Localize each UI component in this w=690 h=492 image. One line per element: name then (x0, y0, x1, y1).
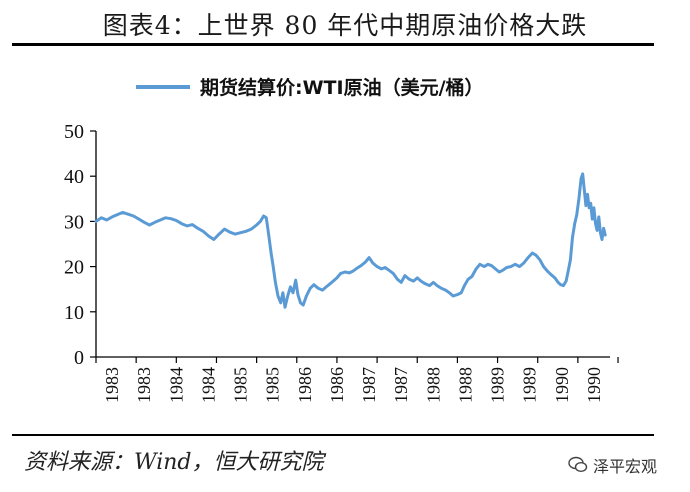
x-tick-label: 1985 (231, 367, 251, 403)
x-tick-label: 1987 (391, 367, 411, 403)
x-tick-label: 1983 (102, 367, 122, 403)
x-tick-label: 1988 (455, 367, 475, 403)
x-tick-label: 1987 (359, 367, 379, 403)
x-tick-label: 1983 (134, 367, 154, 403)
plot-area (94, 172, 607, 309)
y-tick-label: 40 (64, 166, 84, 188)
axes: 0 10 20 30 40 50 1983 1983 1984 1984 1985 1985 1986 1… (64, 121, 619, 403)
x-tick-label: 1990 (584, 367, 604, 403)
watermark-text: 泽平宏观 (593, 457, 658, 476)
series-line-wti (94, 172, 607, 309)
y-tick-label: 0 (74, 347, 84, 369)
title-rule (12, 43, 654, 46)
x-tick-label: 1988 (423, 367, 443, 403)
y-tick-label: 50 (64, 121, 84, 143)
x-tick-label: 1986 (327, 367, 347, 403)
watermark: 泽平宏观 (568, 453, 657, 477)
y-tick-label: 20 (64, 257, 84, 279)
x-tick-label: 1984 (198, 367, 218, 403)
page-title: 图表4：上世界 80 年代中期原油价格大跌 (102, 11, 588, 40)
x-tick-label: 1984 (166, 367, 186, 403)
x-tick-label: 1986 (295, 367, 315, 403)
x-tick-label: 1989 (520, 367, 540, 403)
wechat-icon (568, 456, 588, 473)
legend: 期货结算价:WTI原油（美元/桶） (136, 76, 484, 99)
x-tick-label: 1989 (488, 367, 508, 403)
x-tick-label: 1990 (552, 367, 572, 403)
y-tick-label: 30 (64, 211, 84, 233)
footer-rule (12, 434, 654, 436)
legend-label: 期货结算价:WTI原油（美元/桶） (200, 76, 484, 99)
y-tick-label: 10 (64, 302, 84, 324)
x-tick-label: 1985 (263, 367, 283, 403)
source-note: 资料来源：Wind，恒大研究院 (24, 450, 324, 475)
